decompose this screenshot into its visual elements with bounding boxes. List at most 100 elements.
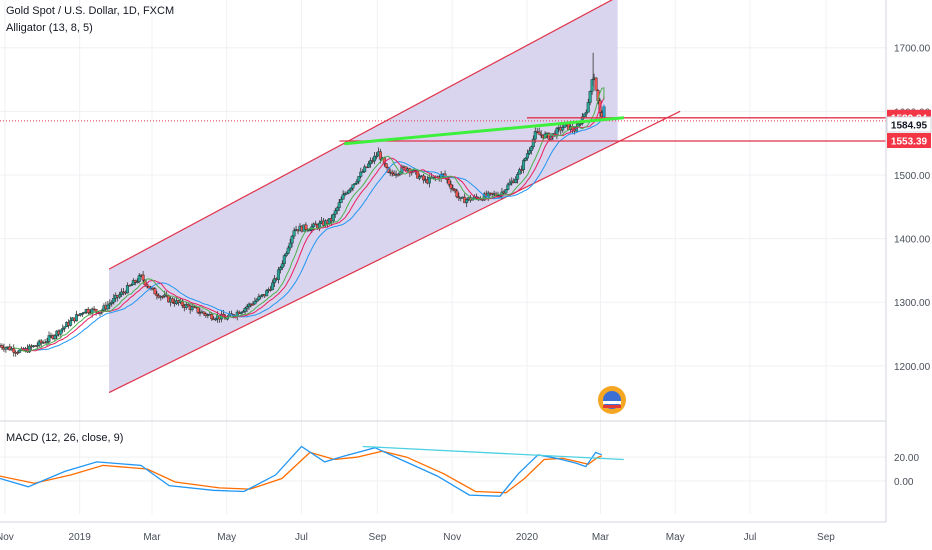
price-badge-label: 1584.95 xyxy=(891,120,928,131)
candle-body xyxy=(16,352,20,354)
candle-body xyxy=(278,267,282,271)
candle-body xyxy=(520,169,524,171)
candle-body xyxy=(539,134,543,136)
candle-body xyxy=(133,280,137,283)
candle-body xyxy=(527,150,531,154)
candle-body xyxy=(59,329,63,335)
candle-body xyxy=(135,281,139,283)
candle-body xyxy=(504,189,508,194)
candle-body xyxy=(374,155,378,158)
candle-body xyxy=(245,306,249,309)
candle-body xyxy=(155,293,159,296)
candle-body xyxy=(80,313,84,315)
candle-body xyxy=(90,308,94,314)
candle-body xyxy=(369,160,373,165)
candle-body xyxy=(147,285,151,289)
candle-body xyxy=(353,183,357,185)
candle-body xyxy=(18,349,22,353)
candle-body xyxy=(584,111,588,115)
x-tick-label: Mar xyxy=(143,532,161,543)
candle-body xyxy=(345,192,349,195)
candle-body xyxy=(94,309,98,312)
x-tick-label: 2019 xyxy=(69,532,92,543)
x-tick-label: Nov xyxy=(443,532,461,543)
candle-body xyxy=(349,187,353,191)
candle-body xyxy=(292,230,296,237)
candle-body xyxy=(120,291,124,295)
candle-body xyxy=(106,304,110,310)
candle-body xyxy=(108,303,112,306)
candle-body xyxy=(286,247,290,254)
price-badge-label: 1553.39 xyxy=(891,136,928,147)
candle-body xyxy=(384,163,388,168)
x-tick-label: Jul xyxy=(295,532,308,543)
candle-body xyxy=(276,269,280,280)
x-tick-label: Nov xyxy=(0,532,14,543)
green-trendline xyxy=(344,116,624,146)
candle-body xyxy=(312,223,316,228)
candle-body xyxy=(288,242,292,249)
chart-title: Gold Spot / U.S. Dollar, 1D, FXCM xyxy=(6,5,174,17)
candle-body xyxy=(363,166,367,172)
candle-body xyxy=(210,314,214,320)
candle-body xyxy=(63,326,67,329)
candle-body xyxy=(151,287,155,290)
y-tick-label: 1400.00 xyxy=(894,235,931,246)
candle-body xyxy=(333,210,337,215)
candle-body xyxy=(455,190,459,197)
candle-body xyxy=(82,312,86,314)
macd-signal-line xyxy=(0,450,602,494)
x-tick-label: Jul xyxy=(744,532,757,543)
y-tick-label: 1300.00 xyxy=(894,298,931,309)
candle-body xyxy=(27,345,31,353)
macd-tick-label: 20.00 xyxy=(894,453,919,464)
candle-body xyxy=(335,207,339,211)
candle-body xyxy=(525,153,529,159)
candle-body xyxy=(137,275,141,282)
flag-logo-icon xyxy=(598,386,626,414)
price-channel xyxy=(108,0,681,394)
candle-body xyxy=(447,179,451,185)
candle-body xyxy=(331,214,335,222)
candle-body xyxy=(490,192,494,195)
candle-body xyxy=(290,235,294,244)
candle-body xyxy=(308,229,312,232)
candle-body xyxy=(153,288,157,295)
channel-fill xyxy=(109,0,618,393)
candle-body xyxy=(427,176,431,184)
y-tick-label: 1200.00 xyxy=(894,362,931,373)
candle-body xyxy=(318,222,322,228)
macd-line xyxy=(0,445,602,497)
candle-body xyxy=(259,295,263,297)
candle-body xyxy=(422,175,426,181)
candle-body xyxy=(253,301,257,305)
candle-body xyxy=(465,199,469,204)
candle-body xyxy=(129,284,133,287)
candle-body xyxy=(418,176,422,179)
candle-body xyxy=(251,303,255,306)
candle-body xyxy=(341,194,345,200)
alligator-lines xyxy=(13,87,605,352)
candle-body xyxy=(449,184,453,189)
candle-body xyxy=(561,127,565,131)
candle-body xyxy=(339,198,343,203)
x-tick-label: May xyxy=(666,532,685,543)
macd-label: MACD (12, 26, close, 9) xyxy=(6,432,123,444)
candle-body xyxy=(482,193,486,201)
channel-lower-line xyxy=(108,110,681,394)
candle-body xyxy=(265,290,269,297)
candle-body xyxy=(271,282,275,291)
candle-body xyxy=(359,171,363,177)
candle-body xyxy=(514,179,518,184)
candle-body xyxy=(378,151,382,160)
candle-body xyxy=(280,263,284,268)
alligator-label: Alligator (13, 8, 5) xyxy=(6,22,93,34)
candle-body xyxy=(112,298,116,303)
candle-body xyxy=(186,304,190,307)
candle-body xyxy=(247,303,251,307)
candle-body xyxy=(4,347,8,350)
y-tick-label: 1500.00 xyxy=(894,171,931,182)
candle-body xyxy=(35,345,39,347)
